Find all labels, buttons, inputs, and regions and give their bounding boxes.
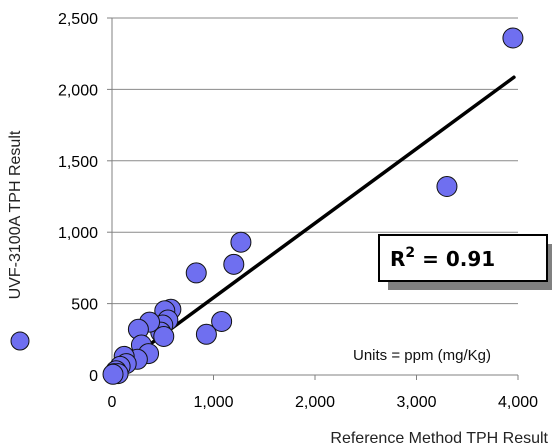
y-axis-title: UVF-3100A TPH Result xyxy=(7,130,24,299)
data-point xyxy=(102,363,124,385)
y-tick-label: 1,500 xyxy=(58,154,98,171)
x-tick-label: 2,000 xyxy=(295,394,335,411)
data-point xyxy=(230,231,252,253)
data-points xyxy=(102,27,524,385)
tick-labels: 0 500 1,000 1,500 2,000 2,500 0 1,000 2,000 3,000… xyxy=(58,11,538,411)
units-note: Units = ppm (mg/Kg) xyxy=(353,347,491,364)
x-tick-label: 3,000 xyxy=(396,394,436,411)
data-point xyxy=(185,262,207,284)
data-point xyxy=(436,176,458,198)
data-point xyxy=(223,253,245,275)
y-tick-label: 2,000 xyxy=(58,82,98,99)
data-point xyxy=(502,27,524,49)
x-axis-title: Reference Method TPH Result xyxy=(330,430,548,447)
trendline xyxy=(110,75,516,374)
r2-box: R2 = 0.91 xyxy=(378,234,552,290)
y-tick-label: 2,500 xyxy=(58,11,98,28)
data-point xyxy=(211,310,233,332)
trendline-group xyxy=(110,75,516,374)
r2-value: = 0.91 xyxy=(415,247,495,271)
y-tick-label: 0 xyxy=(89,368,98,385)
r2-box-frame xyxy=(378,234,548,282)
y-tick-label: 1,000 xyxy=(58,225,98,242)
grid-lines xyxy=(112,17,518,305)
legend-marker xyxy=(10,331,30,351)
r2-superscript: 2 xyxy=(405,245,415,261)
r2-label: R2 = 0.91 xyxy=(390,245,495,271)
x-tick-label: 4,000 xyxy=(498,394,538,411)
x-tick-label: 1,000 xyxy=(193,394,233,411)
y-tick-label: 500 xyxy=(71,297,98,314)
r2-prefix: R xyxy=(390,247,405,271)
x-tick-label: 0 xyxy=(108,394,117,411)
data-point xyxy=(153,325,175,347)
data-point xyxy=(195,323,217,345)
